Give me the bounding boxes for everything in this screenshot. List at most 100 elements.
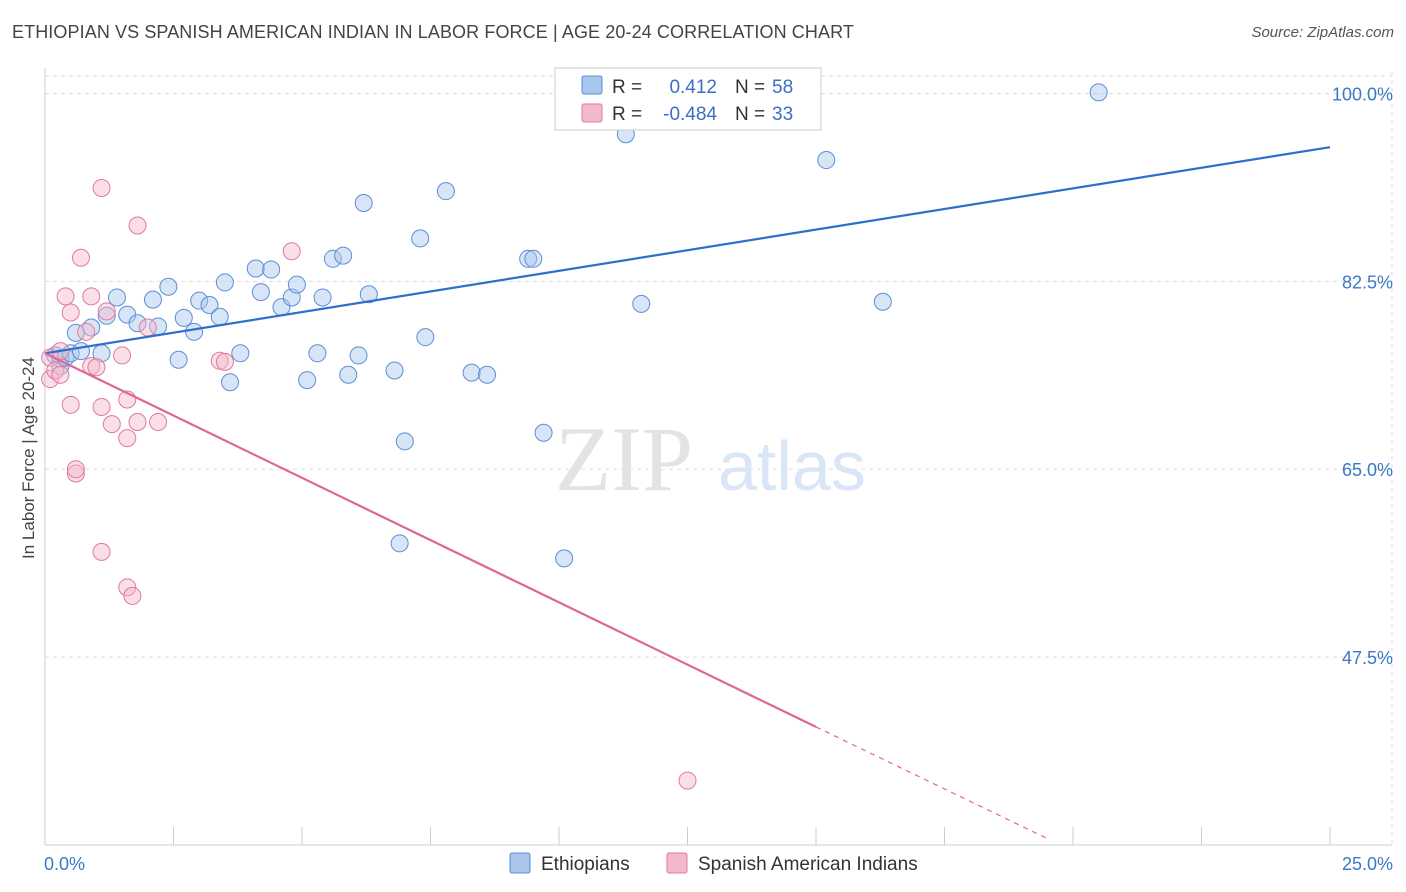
bottom-legend-spanish-american-indians: Spanish American Indians xyxy=(698,854,918,875)
ethiopian-point-13 xyxy=(143,290,162,309)
legend-r-value-1: 0.412 xyxy=(669,77,717,98)
ethiopian-point-50 xyxy=(534,423,553,442)
x-tick-label-0: 0.0% xyxy=(44,854,85,874)
legend-n-label-2: N = xyxy=(735,104,765,125)
spanish-american-indian-point-17 xyxy=(92,178,111,197)
ethiopian-point-37 xyxy=(349,346,368,365)
ethiopian-point-45 xyxy=(436,182,455,201)
bottom-legend: Ethiopians Spanish American Indians xyxy=(509,852,918,875)
spanish-american-indian-point-16 xyxy=(92,397,111,416)
ethiopian-point-15 xyxy=(159,277,178,296)
legend-swatch-spanish-american-indians xyxy=(581,103,603,123)
y-axis-label: In Labor Force | Age 20-24 xyxy=(19,357,38,559)
chart-title: ETHIOPIAN VS SPANISH AMERICAN INDIAN IN … xyxy=(12,22,854,42)
ethiopian-point-57 xyxy=(1089,83,1108,102)
spanish-american-indian-point-21 xyxy=(118,578,137,597)
ethiopian-point-46 xyxy=(462,363,481,382)
ethiopian-point-31 xyxy=(298,371,317,390)
ethiopian-point-38 xyxy=(354,193,373,212)
ethiopian-point-55 xyxy=(817,151,836,170)
ethiopian-point-23 xyxy=(221,373,240,392)
spanish-american-indian-point-5 xyxy=(56,287,75,306)
spanish-american-indian-point-31 xyxy=(282,242,301,261)
ethiopian-point-16 xyxy=(169,350,188,369)
ethiopian-point-25 xyxy=(246,259,265,278)
ethiopian-point-17 xyxy=(174,308,193,327)
spanish-american-indian-point-26 xyxy=(128,412,147,431)
ethiopian-point-12 xyxy=(128,314,147,333)
ethiopian-point-51 xyxy=(555,549,574,568)
ethiopian-point-32 xyxy=(308,344,327,363)
axes xyxy=(44,68,1392,846)
ethiopian-point-27 xyxy=(262,260,281,279)
ethiopian-point-6 xyxy=(71,342,90,361)
x-tick-label-1: 25.0% xyxy=(1342,854,1393,874)
legend-r-label-2: R = xyxy=(612,104,642,125)
spanish-american-indian-point-6 xyxy=(61,395,80,414)
ethiopian-point-20 xyxy=(200,295,219,314)
ethiopian-point-24 xyxy=(231,344,250,363)
watermark-zip: ZIP xyxy=(555,408,693,510)
spanish-american-indian-point-30 xyxy=(215,352,234,371)
spanish-american-indian-point-10 xyxy=(71,248,90,267)
ethiopian-point-10 xyxy=(107,288,126,307)
trend-lines xyxy=(44,146,1331,840)
spanish-american-indian-point-28 xyxy=(149,412,168,431)
spanish-american-indian-point-19 xyxy=(102,415,121,434)
y-tick-label-0: 100.0% xyxy=(1332,84,1393,104)
legend-swatch-ethiopians xyxy=(581,75,603,95)
ethiopian-point-33 xyxy=(313,288,332,307)
ethiopian-point-26 xyxy=(251,283,270,302)
spanish-american-indian-point-7 xyxy=(61,303,80,322)
bottom-legend-ethiopians: Ethiopians xyxy=(541,854,630,875)
spanish-american-indian-point-25 xyxy=(128,216,147,235)
spanish-american-indian-point-29 xyxy=(210,351,229,370)
y-tick-label-1: 82.5% xyxy=(1342,272,1393,292)
ethiopian-point-36 xyxy=(339,365,358,384)
ethiopian-point-18 xyxy=(185,322,204,341)
ethiopian-point-21 xyxy=(210,307,229,326)
y-tick-label-3: 47.5% xyxy=(1342,648,1393,668)
spanish-american-indian-point-15 xyxy=(92,542,111,561)
spanish-american-indians-trend-extension xyxy=(815,726,1048,840)
ethiopian-point-44 xyxy=(416,328,435,347)
legend-r-value-2: -0.484 xyxy=(663,104,717,125)
legend-r-label-1: R = xyxy=(612,77,642,98)
legend-n-value-2: 33 xyxy=(772,104,793,125)
bottom-legend-swatch-ethiopians xyxy=(509,852,531,874)
ethiopian-point-22 xyxy=(215,273,234,292)
tick-labels: 100.0% 82.5% 65.0% 47.5% 0.0% 25.0% xyxy=(44,84,1393,874)
ethiopian-point-47 xyxy=(478,365,497,384)
spanish-american-indian-point-8 xyxy=(66,464,85,483)
ethiopians-trend-line xyxy=(44,146,1331,355)
ethiopian-point-40 xyxy=(385,361,404,380)
y-tick-label-2: 65.0% xyxy=(1342,460,1393,480)
spanish-american-indian-point-9 xyxy=(66,460,85,479)
legend-n-label-1: N = xyxy=(735,77,765,98)
ethiopian-point-9 xyxy=(97,306,116,325)
spanish-american-indian-point-27 xyxy=(138,318,157,337)
legend-n-value-1: 58 xyxy=(772,77,793,98)
ethiopian-point-30 xyxy=(287,275,306,294)
spanish-american-indians-trend-line xyxy=(44,352,817,728)
ethiopian-point-19 xyxy=(190,291,209,310)
ethiopian-point-48 xyxy=(519,249,538,268)
ethiopian-point-34 xyxy=(323,249,342,268)
spanish-american-indian-point-14 xyxy=(87,358,106,377)
spanish-american-indian-point-24 xyxy=(123,586,142,605)
watermark-atlas: atlas xyxy=(718,427,866,505)
ethiopian-point-43 xyxy=(411,229,430,248)
ethiopian-point-39 xyxy=(359,285,378,304)
spanish-american-indian-point-18 xyxy=(97,302,116,321)
watermark: ZIP atlas xyxy=(555,408,866,510)
ethiopian-point-35 xyxy=(334,246,353,265)
chart-source: Source: ZipAtlas.com xyxy=(1251,24,1394,41)
legend: R = 0.412 N = 58 R = -0.484 N = 33 xyxy=(554,67,822,131)
bottom-legend-swatch-spanish-american-indians xyxy=(666,852,688,874)
spanish-american-indian-point-3 xyxy=(51,365,70,384)
ethiopian-point-49 xyxy=(524,249,543,268)
spanish-american-indian-point-1 xyxy=(41,370,60,389)
spanish-american-indian-point-22 xyxy=(118,429,137,448)
ethiopian-point-56 xyxy=(873,292,892,311)
